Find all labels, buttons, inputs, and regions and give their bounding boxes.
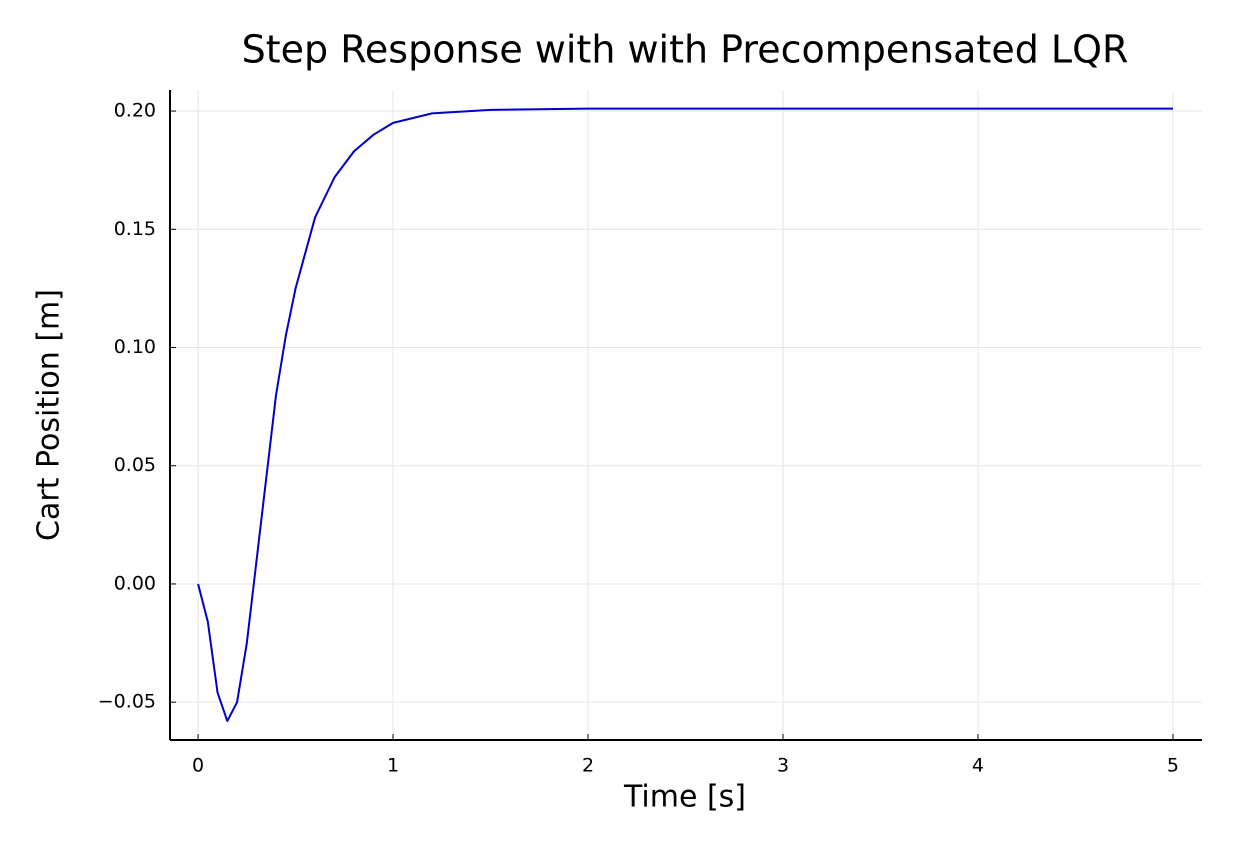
x-tick-label: 3 [777,755,789,777]
y-tick-label: 0.00 [114,572,156,594]
x-tick-label: 0 [192,755,204,777]
x-tick-label: 5 [1167,755,1179,777]
x-tick-label: 1 [387,755,399,777]
x-axis-label: Time [s] [623,780,746,815]
y-tick-label: −0.05 [98,691,156,713]
y-tick-label: 0.05 [114,454,156,476]
y-tick-label: 0.15 [114,218,156,240]
data-line [197,107,1173,723]
y-axis-label: Cart Position [m] [32,289,67,541]
y-tick-label: 0.10 [114,336,156,358]
chart-title: Step Response with with Precompensated L… [242,28,1129,72]
x-tick-label: 2 [582,755,594,777]
x-tick-label: 4 [972,755,984,777]
y-tick-label: 0.20 [114,100,156,122]
